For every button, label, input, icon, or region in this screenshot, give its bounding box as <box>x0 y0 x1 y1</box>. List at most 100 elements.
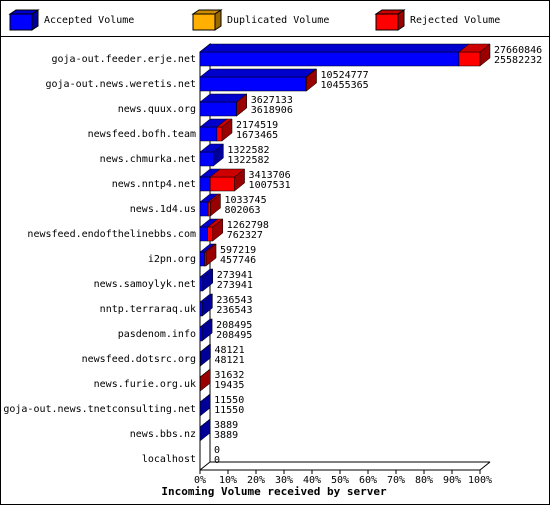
total-label: 1322582 <box>227 145 269 156</box>
bar <box>199 126 218 142</box>
bar-side <box>479 43 491 67</box>
accepted-label: 1673465 <box>236 130 278 141</box>
y-tick-label: newsfeed.bofh.team <box>88 129 196 140</box>
y-tick-label: news.furie.org.uk <box>94 379 196 390</box>
bar <box>199 251 205 267</box>
bar <box>199 226 208 242</box>
total-label: 273941 <box>217 270 253 281</box>
accepted-label: 208495 <box>216 330 252 341</box>
bar <box>199 276 204 292</box>
bar-side <box>201 318 213 342</box>
bar-segment <box>209 168 246 192</box>
y-tick-label: news.bbs.nz <box>130 429 196 440</box>
bar-side <box>221 118 233 142</box>
y-tick-label: localhost <box>142 454 196 465</box>
bar-segment <box>235 93 248 117</box>
y-tick-label: goja-out.feeder.erje.net <box>52 54 197 65</box>
bar-side <box>205 243 217 267</box>
bar-side <box>210 193 221 217</box>
legend-item: Duplicated Volume <box>191 9 329 31</box>
bar-segment <box>199 143 225 167</box>
total-label: 31632 <box>214 370 244 381</box>
x-tick-label: 70% <box>387 475 405 486</box>
y-tick-label: news.nntp4.net <box>112 179 196 190</box>
y-tick-label: news.chmurka.net <box>100 154 196 165</box>
bar <box>216 126 223 142</box>
total-label: 1033745 <box>224 195 266 206</box>
bar-side <box>202 293 213 317</box>
x-tick-label: 100% <box>468 475 492 486</box>
accepted-label: 19435 <box>214 380 244 391</box>
bar <box>207 226 214 242</box>
bar-segment <box>199 418 211 442</box>
accepted-label: 3618906 <box>251 105 293 116</box>
bar <box>199 301 203 317</box>
total-label: 1262798 <box>227 220 269 231</box>
bar <box>199 51 460 67</box>
legend-swatch-side <box>214 9 222 31</box>
bar <box>199 201 209 217</box>
legend-swatch <box>375 13 399 31</box>
total-label: 208495 <box>216 320 252 331</box>
total-label: 2174519 <box>236 120 278 131</box>
accepted-label: 3889 <box>214 430 238 441</box>
x-tick-label: 60% <box>359 475 377 486</box>
y-tick-label: news.quux.org <box>118 104 196 115</box>
floor-edge <box>479 461 491 471</box>
total-label: 3627133 <box>251 95 293 106</box>
accepted-label: 0 <box>214 455 220 466</box>
bar <box>199 326 203 342</box>
bar-side <box>213 143 224 167</box>
total-label: 3413706 <box>249 170 291 181</box>
bar-top <box>199 43 470 53</box>
bar-segment <box>216 118 233 142</box>
legend-swatch <box>192 13 216 31</box>
legend-swatch-side <box>397 9 405 31</box>
total-label: 3889 <box>214 420 238 431</box>
y-tick-label: news.1d4.us <box>130 204 196 215</box>
x-tick-label: 40% <box>303 475 321 486</box>
bar-side <box>306 68 317 92</box>
bar-segment <box>199 68 317 92</box>
bar-side <box>200 368 211 392</box>
y-tick-label: i2pn.org <box>148 254 196 265</box>
bar <box>207 201 211 217</box>
y-tick-label: pasdenom.info <box>118 329 196 340</box>
bar <box>199 101 237 117</box>
legend-swatch-side <box>31 9 39 31</box>
legend-item: Rejected Volume <box>374 9 500 31</box>
bar-segment <box>199 293 214 317</box>
bar-segment <box>199 43 470 67</box>
bar-side <box>212 218 224 242</box>
bar-segment <box>199 318 213 342</box>
accepted-label: 273941 <box>217 280 253 291</box>
x-tick-label: 30% <box>275 475 293 486</box>
bar-side <box>199 393 211 417</box>
bar <box>199 176 211 192</box>
bar-segment <box>199 393 211 417</box>
accepted-label: 10455365 <box>321 80 369 91</box>
accepted-label: 236543 <box>216 305 252 316</box>
bar-side <box>199 418 211 442</box>
bar-segment <box>207 193 222 217</box>
y-tick-label: newsfeed.endofthelinebbs.com <box>27 229 196 240</box>
bar-top <box>199 68 317 78</box>
accepted-label: 802063 <box>224 205 260 216</box>
bar <box>199 151 214 167</box>
x-tick-label: 20% <box>247 475 265 486</box>
bar-side <box>200 343 211 367</box>
legend-label: Duplicated Volume <box>227 15 329 26</box>
accepted-label: 11550 <box>214 405 244 416</box>
y-tick-label: goja-out.news.weretis.net <box>45 79 196 90</box>
total-label: 48121 <box>214 345 244 356</box>
accepted-label: 1007531 <box>249 180 291 191</box>
bar <box>209 176 235 192</box>
x-tick-label: 50% <box>331 475 349 486</box>
y-tick-label: newsfeed.dotsrc.org <box>82 354 196 365</box>
bar-side <box>202 268 214 292</box>
legend-swatch <box>9 13 33 31</box>
bar <box>199 76 307 92</box>
total-label: 0 <box>214 445 220 456</box>
total-label: 236543 <box>216 295 252 306</box>
legend-label: Rejected Volume <box>410 15 500 26</box>
